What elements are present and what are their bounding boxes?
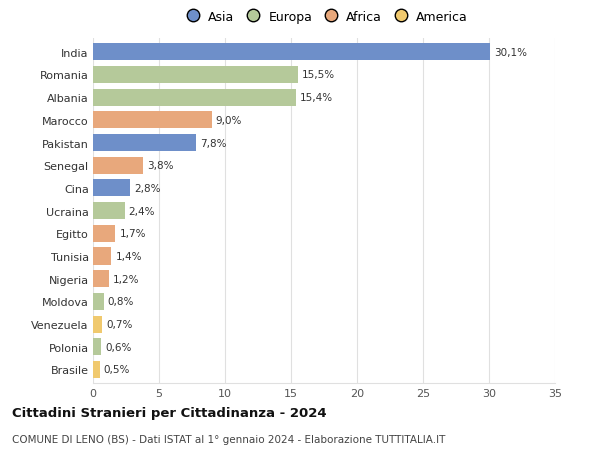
Text: 1,2%: 1,2%: [113, 274, 139, 284]
Text: 30,1%: 30,1%: [494, 48, 527, 57]
Text: 0,5%: 0,5%: [104, 365, 130, 375]
Text: 9,0%: 9,0%: [216, 116, 242, 126]
Bar: [93, 180, 130, 197]
Bar: [93, 44, 490, 61]
Bar: [93, 248, 112, 265]
Bar: [93, 112, 212, 129]
Bar: [93, 293, 104, 310]
Bar: [93, 202, 125, 220]
Bar: [93, 271, 109, 288]
Text: 1,4%: 1,4%: [115, 252, 142, 262]
Legend: Asia, Europa, Africa, America: Asia, Europa, Africa, America: [176, 6, 472, 28]
Bar: [93, 316, 102, 333]
Text: 15,5%: 15,5%: [302, 70, 335, 80]
Bar: [93, 90, 296, 106]
Bar: [93, 225, 115, 242]
Text: 15,4%: 15,4%: [300, 93, 334, 103]
Text: 7,8%: 7,8%: [200, 138, 226, 148]
Text: 0,7%: 0,7%: [106, 319, 133, 330]
Text: 1,7%: 1,7%: [119, 229, 146, 239]
Text: Cittadini Stranieri per Cittadinanza - 2024: Cittadini Stranieri per Cittadinanza - 2…: [12, 406, 326, 419]
Text: 3,8%: 3,8%: [147, 161, 173, 171]
Text: 0,6%: 0,6%: [105, 342, 131, 352]
Bar: [93, 67, 298, 84]
Text: 2,8%: 2,8%: [134, 184, 160, 194]
Text: 0,8%: 0,8%: [107, 297, 134, 307]
Bar: [93, 339, 101, 356]
Bar: [93, 157, 143, 174]
Bar: [93, 134, 196, 151]
Text: 2,4%: 2,4%: [128, 206, 155, 216]
Bar: [93, 361, 100, 378]
Text: COMUNE DI LENO (BS) - Dati ISTAT al 1° gennaio 2024 - Elaborazione TUTTITALIA.IT: COMUNE DI LENO (BS) - Dati ISTAT al 1° g…: [12, 434, 445, 444]
